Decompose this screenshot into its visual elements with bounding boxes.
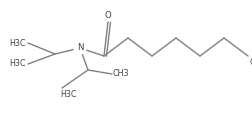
Text: N: N — [76, 43, 83, 53]
Text: CH3: CH3 — [113, 70, 129, 78]
Text: O: O — [104, 11, 111, 20]
Text: H3C: H3C — [10, 39, 26, 48]
Text: H3C: H3C — [60, 90, 76, 99]
Text: CH3: CH3 — [249, 58, 252, 67]
Text: H3C: H3C — [10, 59, 26, 69]
